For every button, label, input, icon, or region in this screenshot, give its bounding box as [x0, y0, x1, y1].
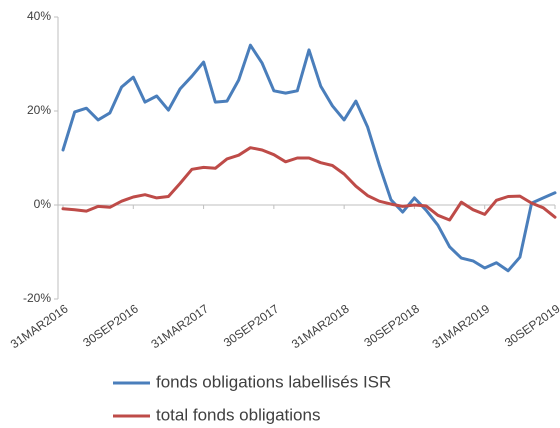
legend: fonds obligations labellisés ISR total fo…	[113, 372, 391, 424]
x-tick-label: 30SEP2017	[221, 301, 282, 349]
y-tick-label: 40%	[27, 9, 51, 23]
y-tick-label: 0%	[34, 197, 52, 211]
series-line	[61, 146, 557, 222]
x-tick-label: 31MAR2017	[148, 301, 211, 351]
x-tick-label: 31MAR2016	[8, 301, 71, 351]
legend-label: fonds obligations labellisés ISR	[156, 372, 391, 391]
y-tick-label: 20%	[27, 103, 51, 117]
y-tick-label: -20%	[23, 291, 51, 305]
x-tick-label: 30SEP2018	[361, 301, 422, 349]
x-tick-label: 31MAR2019	[430, 301, 493, 351]
x-tick-label: 31MAR2018	[289, 301, 352, 351]
x-tick-label: 30SEP2016	[80, 301, 141, 349]
x-tick-label: 30SEP2019	[502, 301, 560, 349]
legend-label: total fonds obligations	[156, 405, 320, 424]
series-line	[61, 43, 557, 273]
